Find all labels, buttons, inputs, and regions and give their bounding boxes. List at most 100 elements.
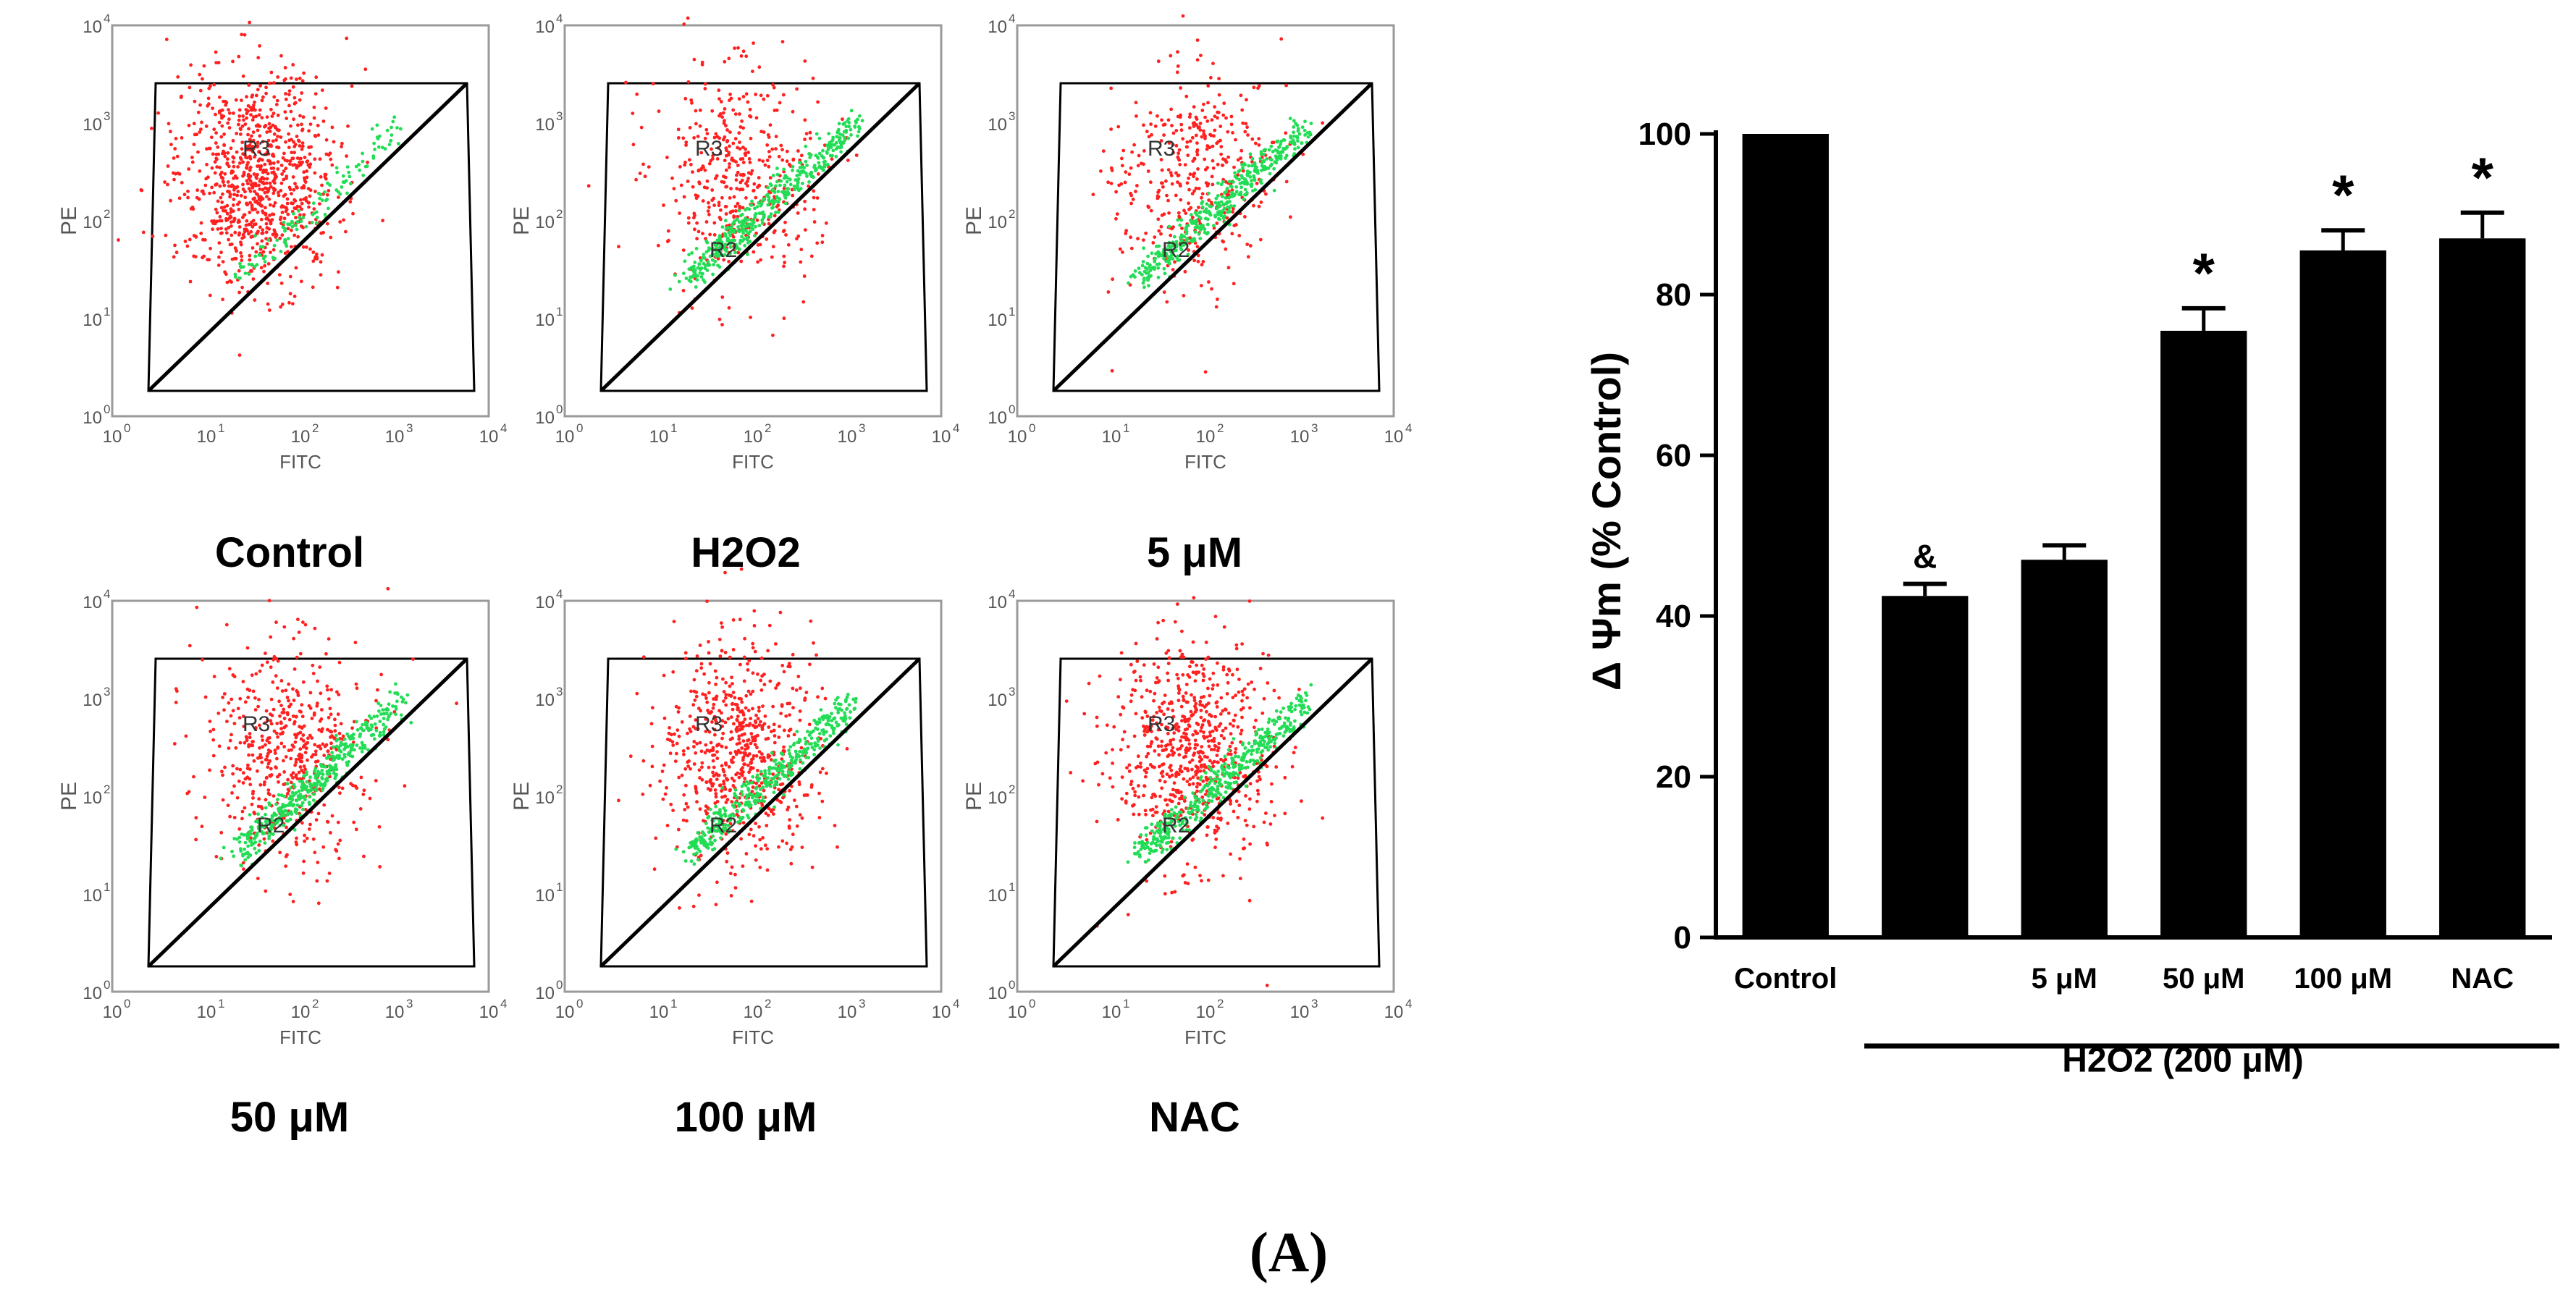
event-green [1296, 145, 1300, 150]
event-red [210, 185, 214, 190]
event-red [251, 197, 256, 201]
event-red [734, 160, 738, 164]
event-red [698, 124, 702, 128]
event-red [751, 69, 754, 73]
event-red [692, 57, 696, 62]
flow-panel-h2o2: R3 R2 10 0 10 0 10 1 10 1 10 2 10 2 10 3 10 3 10 4 10 4 FITC PE [510, 11, 959, 518]
event-red [1195, 38, 1200, 42]
event-red [239, 251, 243, 255]
event-green [321, 786, 325, 790]
event-red [724, 124, 728, 128]
event-red [1146, 169, 1150, 173]
event-green [404, 701, 408, 705]
event-red [1150, 132, 1153, 137]
event-green [759, 203, 763, 208]
event-red [252, 115, 256, 119]
event-red [285, 197, 290, 201]
event-red [324, 172, 328, 177]
event-red [737, 97, 741, 101]
event-red [634, 177, 638, 182]
event-red [1216, 140, 1220, 144]
event-red [403, 784, 407, 788]
event-green [345, 165, 350, 169]
event-red [1109, 182, 1114, 185]
event-red [267, 599, 272, 603]
event-red [746, 171, 751, 175]
event-red [1231, 210, 1235, 214]
event-red [785, 159, 789, 164]
event-red [265, 718, 269, 722]
event-red [752, 188, 756, 193]
event-red [336, 712, 340, 717]
event-red [264, 889, 268, 893]
event-red [296, 123, 300, 127]
event-green [704, 239, 709, 243]
event-red [746, 100, 750, 104]
event-red [691, 185, 695, 189]
event-green [292, 803, 296, 807]
event-green [786, 187, 791, 191]
event-red [1171, 225, 1175, 229]
event-red [192, 122, 196, 126]
event-red [1246, 255, 1250, 259]
event-red [1116, 125, 1121, 129]
event-red [1201, 260, 1205, 263]
event-green [782, 191, 786, 195]
event-red [214, 156, 219, 161]
event-red [1156, 190, 1160, 194]
event-red [172, 156, 176, 160]
event-red [266, 302, 270, 306]
event-red [1187, 187, 1191, 192]
x-tick-exponent: 4 [1405, 421, 1412, 435]
event-green [311, 201, 316, 206]
event-red [1200, 109, 1205, 112]
event-red [279, 305, 283, 309]
event-red [179, 96, 183, 99]
event-red [192, 143, 196, 146]
event-green [288, 786, 292, 790]
event-green [310, 221, 314, 224]
event-green [275, 238, 279, 242]
event-red [242, 714, 245, 718]
event-green [323, 190, 327, 194]
event-red [1167, 211, 1171, 215]
event-red [784, 233, 788, 237]
event-red [194, 838, 198, 842]
event-red [1209, 75, 1213, 80]
event-red [1214, 305, 1218, 309]
event-red [253, 100, 256, 104]
event-green [1207, 191, 1211, 195]
event-red [739, 54, 744, 58]
event-red [361, 793, 366, 796]
event-red [288, 274, 292, 279]
event-red [694, 109, 698, 113]
event-red [757, 65, 762, 69]
event-red [815, 196, 820, 200]
event-red [268, 130, 272, 133]
event-green [243, 271, 248, 275]
event-red [240, 147, 244, 151]
event-red [322, 803, 327, 807]
event-green [753, 216, 757, 220]
event-red [710, 109, 715, 113]
event-red [1178, 182, 1182, 186]
event-green [743, 216, 747, 221]
event-red [294, 757, 298, 762]
event-green [371, 154, 376, 159]
event-red [214, 152, 219, 156]
event-green [391, 119, 395, 124]
event-green [279, 250, 283, 253]
event-green [1250, 179, 1253, 182]
event-red [1156, 217, 1161, 222]
event-red [139, 188, 143, 192]
event-red [808, 130, 812, 135]
event-red [294, 840, 298, 844]
event-green [1255, 169, 1260, 173]
event-red [728, 196, 732, 200]
event-red [198, 72, 202, 77]
event-red [1216, 111, 1221, 114]
event-red [1192, 174, 1195, 179]
event-red [211, 754, 216, 758]
event-red [219, 172, 222, 177]
event-red [303, 833, 306, 838]
